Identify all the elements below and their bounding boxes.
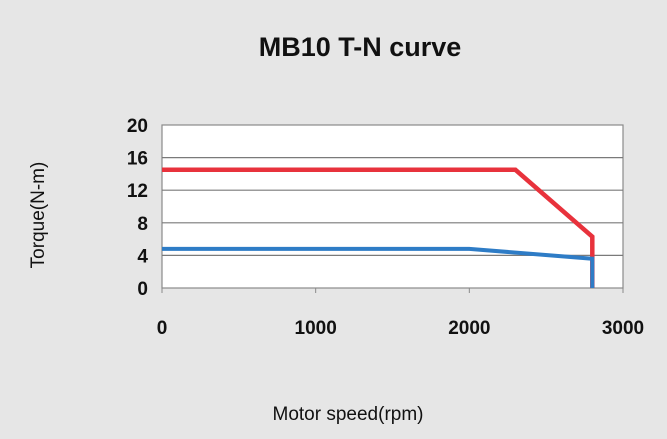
x-tick-label: 1000 xyxy=(295,318,337,339)
x-tick-label: 2000 xyxy=(448,318,490,339)
y-tick-label: 0 xyxy=(137,279,148,300)
x-axis-label: Motor speed(rpm) xyxy=(273,404,424,425)
x-tick-label: 0 xyxy=(157,318,168,339)
x-axis-ticks: 0 1000 2000 3000 xyxy=(157,288,644,339)
series-group xyxy=(162,167,595,288)
series-line-blue xyxy=(162,246,595,288)
x-tick-label: 3000 xyxy=(602,318,644,339)
y-tick-label: 20 xyxy=(127,116,148,137)
plot-area xyxy=(161,124,624,289)
chart-title: MB10 T-N curve xyxy=(259,32,462,62)
y-tick-label: 4 xyxy=(137,246,148,267)
y-tick-label: 8 xyxy=(137,214,148,235)
y-tick-label: 12 xyxy=(127,181,148,202)
y-axis-label: Torque(N-m) xyxy=(28,162,49,269)
y-axis-ticks: 0 4 8 12 16 20 xyxy=(127,116,149,300)
y-tick-label: 16 xyxy=(127,149,148,170)
